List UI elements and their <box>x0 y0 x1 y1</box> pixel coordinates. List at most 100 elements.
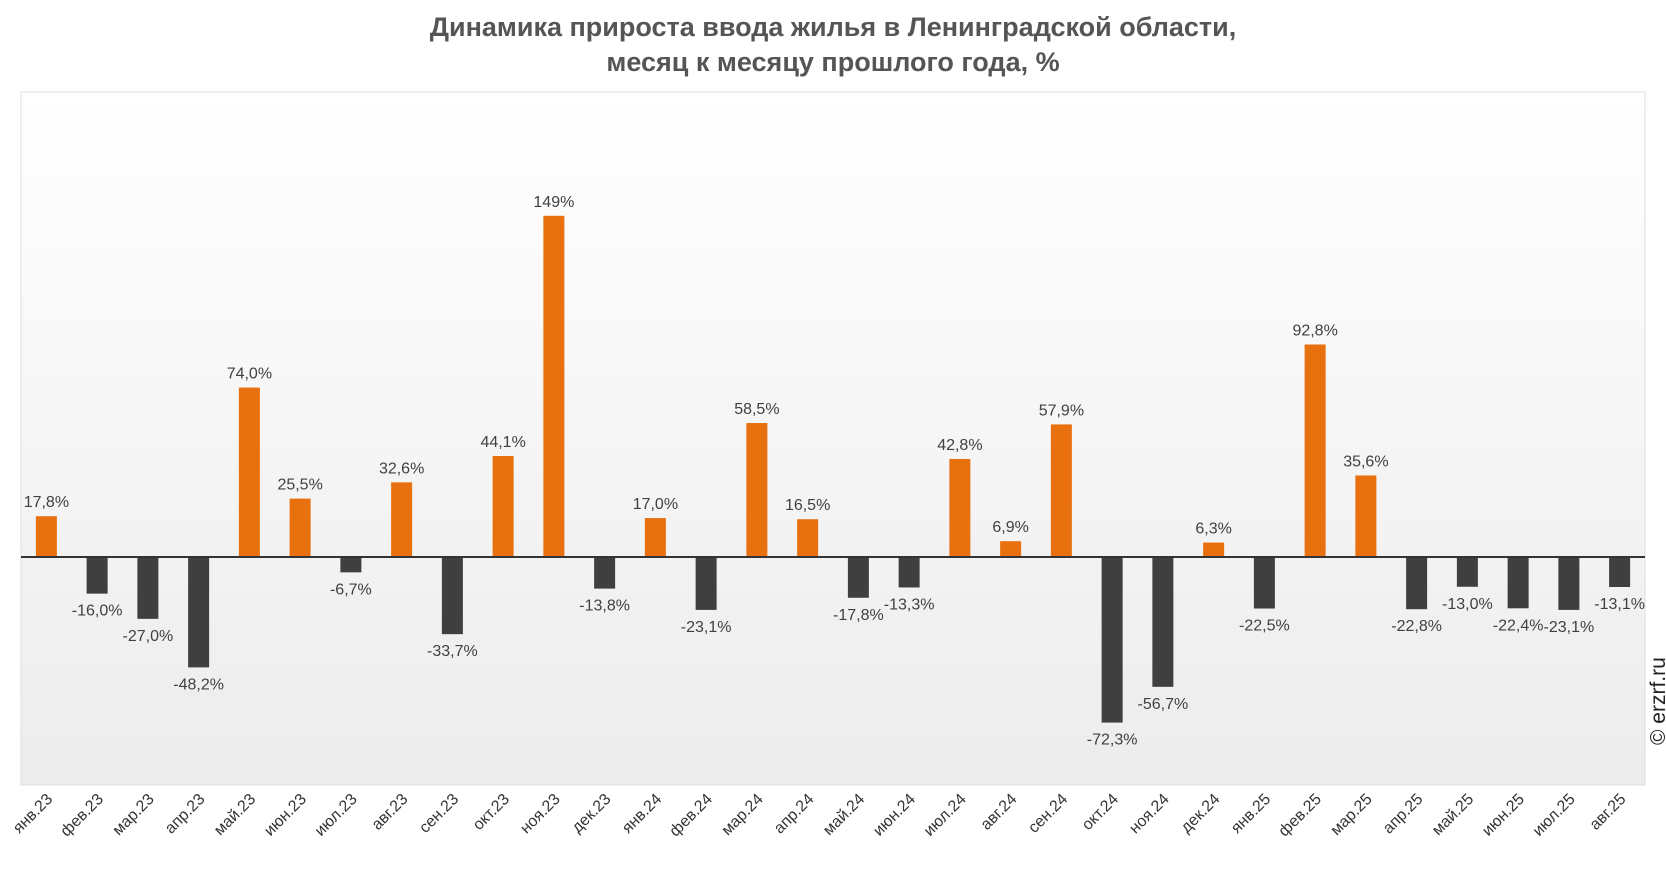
x-tick-label-апр.25: апр.25 <box>1380 791 1427 838</box>
data-label-ноя.24: -56,7% <box>1138 696 1189 713</box>
x-tick-label-июн.24: июн.24 <box>870 791 919 840</box>
chart-title-line-2: месяц к месяцу прошлого года, % <box>606 47 1060 77</box>
x-tick-label-ноя.24: ноя.24 <box>1126 791 1172 837</box>
x-tick-label-мар.23: мар.23 <box>110 791 158 839</box>
x-tick-label-май.24: май.24 <box>820 791 868 839</box>
bar-июл.24 <box>949 458 971 557</box>
data-label-май.24: -17,8% <box>833 607 884 624</box>
plot-area <box>20 91 1646 786</box>
data-label-июл.25: -23,1% <box>1544 619 1595 636</box>
data-label-окт.24: -72,3% <box>1087 732 1138 749</box>
bar-мар.24 <box>746 423 768 557</box>
x-tick-label-фев.25: фев.25 <box>1276 791 1325 840</box>
data-label-янв.25: -22,5% <box>1239 618 1290 635</box>
bar-янв.25 <box>1253 557 1275 609</box>
data-label-янв.24: 17,0% <box>633 496 678 513</box>
bar-июн.25 <box>1507 557 1529 609</box>
data-label-янв.23: 17,8% <box>24 494 69 511</box>
x-tick-label-фев.24: фев.24 <box>667 791 716 840</box>
x-tick-label-авг.25: авг.25 <box>1587 791 1630 834</box>
data-label-авг.23: 32,6% <box>379 460 424 477</box>
x-tick-label-сен.23: сен.23 <box>416 791 462 837</box>
data-label-июн.23: 25,5% <box>277 477 322 494</box>
bar-май.24 <box>847 557 869 598</box>
x-tick-label-янв.25: янв.25 <box>1228 791 1274 837</box>
x-tick-label-янв.24: янв.24 <box>619 791 665 837</box>
x-tick-label-дек.24: дек.24 <box>1178 791 1224 837</box>
data-label-фев.23: -16,0% <box>72 603 123 620</box>
bar-ноя.24 <box>1152 557 1174 687</box>
x-tick-label-июл.25: июл.25 <box>1530 791 1579 840</box>
x-tick-label-авг.23: авг.23 <box>369 791 412 834</box>
x-tick-label-сен.24: сен.24 <box>1025 791 1071 837</box>
data-label-окт.23: 44,1% <box>480 434 525 451</box>
data-label-сен.24: 57,9% <box>1039 402 1084 419</box>
bar-июн.23 <box>289 498 311 557</box>
x-tick-label-мар.24: мар.24 <box>719 791 767 839</box>
bar-дек.23 <box>594 557 616 589</box>
x-tick-label-авг.24: авг.24 <box>978 791 1021 834</box>
chart-title: Динамика прироста ввода жилья в Ленингра… <box>0 10 1666 80</box>
data-label-мар.23: -27,0% <box>123 628 174 645</box>
bar-июл.23 <box>340 557 362 573</box>
x-tick-label-ноя.23: ноя.23 <box>517 791 563 837</box>
x-tick-label-май.23: май.23 <box>211 791 259 839</box>
data-label-авг.24: 6,9% <box>992 519 1028 536</box>
x-tick-label-окт.24: окт.24 <box>1079 791 1122 834</box>
x-tick-label-янв.23: янв.23 <box>10 791 56 837</box>
bar-окт.24 <box>1101 557 1123 723</box>
bar-фев.24 <box>695 557 717 610</box>
bar-окт.23 <box>492 456 514 557</box>
data-label-апр.23: -48,2% <box>173 676 224 693</box>
x-tick-label-мар.25: мар.25 <box>1328 791 1376 839</box>
x-tick-label-апр.24: апр.24 <box>771 791 818 838</box>
x-tick-label-дек.23: дек.23 <box>569 791 615 837</box>
data-label-июн.24: -13,3% <box>884 596 935 613</box>
bar-мар.23 <box>137 557 159 619</box>
x-tick-label-июн.23: июн.23 <box>261 791 310 840</box>
bar-фев.25 <box>1304 344 1326 557</box>
x-tick-label-май.25: май.25 <box>1429 791 1477 839</box>
data-label-фев.25: 92,8% <box>1292 322 1337 339</box>
data-label-май.23: 74,0% <box>227 366 272 383</box>
x-tick-label-июл.24: июл.24 <box>921 791 970 840</box>
data-label-апр.25: -22,8% <box>1391 618 1442 635</box>
data-label-дек.24: 6,3% <box>1195 521 1231 538</box>
bar-сен.24 <box>1050 424 1072 557</box>
data-label-апр.24: 16,5% <box>785 497 830 514</box>
bar-янв.23 <box>35 516 57 557</box>
data-label-мар.25: 35,6% <box>1343 453 1388 470</box>
data-label-май.25: -13,0% <box>1442 596 1493 613</box>
x-tick-label-июл.23: июл.23 <box>312 791 361 840</box>
bar-апр.23 <box>188 557 210 668</box>
bar-авг.25 <box>1609 557 1631 587</box>
bar-авг.24 <box>1000 541 1022 557</box>
bar-авг.23 <box>391 482 413 557</box>
bar-июл.25 <box>1558 557 1580 610</box>
data-label-авг.25: -13,1% <box>1594 596 1645 613</box>
data-label-мар.24: 58,5% <box>734 401 779 418</box>
x-tick-label-фев.23: фев.23 <box>58 791 107 840</box>
bar-мар.25 <box>1355 475 1377 557</box>
bar-май.23 <box>238 387 260 557</box>
data-label-июн.25: -22,4% <box>1493 617 1544 634</box>
x-tick-label-июн.25: июн.25 <box>1479 791 1528 840</box>
chart-title-line-1: Динамика прироста ввода жилья в Ленингра… <box>429 12 1237 42</box>
x-tick-label-окт.23: окт.23 <box>470 791 513 834</box>
bar-май.25 <box>1456 557 1478 587</box>
data-label-дек.23: -13,8% <box>579 598 630 615</box>
bar-апр.25 <box>1406 557 1428 610</box>
data-label-ноя.23: 149% <box>533 194 574 211</box>
data-label-июл.23: -6,7% <box>330 581 372 598</box>
bar-июн.24 <box>898 557 920 588</box>
bar-апр.24 <box>797 519 819 557</box>
bar-янв.24 <box>644 518 666 557</box>
data-label-сен.23: -33,7% <box>427 643 478 660</box>
data-label-июл.24: 42,8% <box>937 437 982 454</box>
x-tick-label-апр.23: апр.23 <box>162 791 209 838</box>
bar-фев.23 <box>86 557 108 594</box>
bar-ноя.23 <box>543 215 565 558</box>
copyright-credit: © erzrf.ru <box>1647 657 1666 745</box>
bar-дек.24 <box>1203 542 1225 557</box>
